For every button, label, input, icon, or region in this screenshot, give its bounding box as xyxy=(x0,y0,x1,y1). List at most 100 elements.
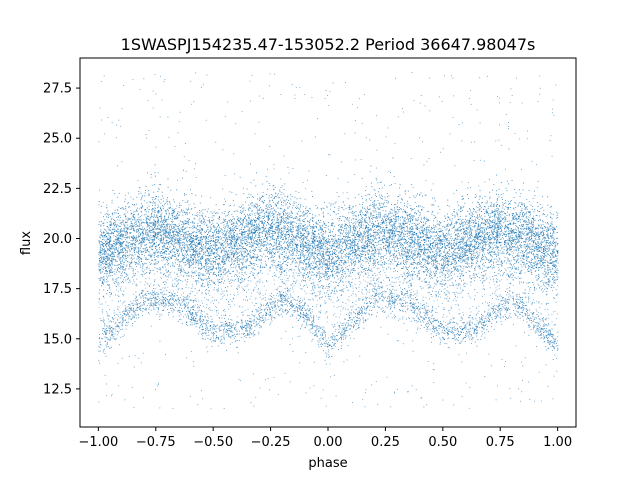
data-point xyxy=(505,213,507,214)
data-point xyxy=(511,180,513,181)
data-point xyxy=(102,244,103,246)
data-point xyxy=(154,228,156,230)
data-point xyxy=(133,214,134,216)
data-point xyxy=(412,219,413,221)
data-point xyxy=(233,238,235,240)
data-point xyxy=(329,256,330,258)
data-point xyxy=(313,267,315,269)
data-point xyxy=(450,233,452,235)
data-point xyxy=(552,227,554,229)
data-point xyxy=(277,222,279,223)
data-point xyxy=(513,257,515,258)
data-point xyxy=(163,223,165,225)
data-point xyxy=(396,206,398,208)
data-point xyxy=(523,262,525,264)
data-point xyxy=(378,229,380,231)
data-point xyxy=(484,253,486,255)
data-point xyxy=(538,245,539,246)
data-point xyxy=(209,251,211,253)
data-point xyxy=(272,238,274,240)
data-point xyxy=(337,268,338,270)
data-point xyxy=(516,229,517,231)
data-point xyxy=(422,227,424,229)
data-point xyxy=(332,203,334,205)
data-point xyxy=(438,243,440,245)
data-point xyxy=(299,218,301,220)
data-point xyxy=(380,194,382,196)
data-point xyxy=(426,227,428,229)
data-point xyxy=(288,222,290,223)
data-point xyxy=(269,204,271,206)
data-point xyxy=(301,235,302,237)
data-point xyxy=(498,226,499,228)
data-point xyxy=(148,205,150,207)
data-point xyxy=(529,282,531,283)
data-point xyxy=(335,290,337,292)
data-point xyxy=(248,196,250,198)
data-point xyxy=(166,228,168,229)
data-point xyxy=(196,238,198,240)
data-point xyxy=(164,251,166,252)
data-point xyxy=(454,259,456,261)
data-point xyxy=(149,255,151,257)
data-point xyxy=(397,226,399,227)
data-point xyxy=(141,196,143,198)
data-point xyxy=(226,241,228,243)
data-point xyxy=(253,288,255,290)
data-point xyxy=(205,215,207,217)
data-point xyxy=(377,248,378,250)
data-point xyxy=(109,238,111,240)
data-point xyxy=(218,268,219,270)
data-point xyxy=(325,224,327,226)
data-point xyxy=(166,237,168,239)
data-point xyxy=(523,182,524,184)
data-point xyxy=(169,238,170,240)
data-point xyxy=(503,208,505,210)
data-point xyxy=(426,259,428,261)
data-point xyxy=(157,218,159,220)
data-point xyxy=(377,225,379,227)
data-point xyxy=(127,261,129,263)
data-point xyxy=(236,243,237,245)
data-point xyxy=(380,181,382,183)
data-point xyxy=(214,256,216,258)
data-point xyxy=(180,268,181,270)
data-point xyxy=(289,236,290,238)
data-point xyxy=(337,257,339,259)
data-point xyxy=(212,222,214,224)
data-point xyxy=(400,234,401,236)
data-point xyxy=(371,247,373,249)
data-point xyxy=(195,238,197,240)
data-point xyxy=(471,240,473,242)
data-point xyxy=(391,238,393,240)
data-point xyxy=(424,258,426,260)
data-point xyxy=(475,248,476,250)
data-point xyxy=(456,243,458,245)
data-point xyxy=(212,260,214,262)
data-point xyxy=(419,269,421,271)
data-point xyxy=(511,220,513,222)
data-point xyxy=(303,248,304,250)
data-point xyxy=(345,262,347,264)
data-point xyxy=(161,242,163,244)
data-point xyxy=(472,253,474,255)
data-point xyxy=(406,258,407,260)
data-point xyxy=(375,289,377,291)
data-point xyxy=(318,240,320,241)
data-point xyxy=(325,271,327,273)
data-point xyxy=(489,196,491,198)
data-point xyxy=(424,241,426,243)
data-point xyxy=(474,241,476,242)
data-point xyxy=(446,228,448,230)
data-point xyxy=(468,213,470,214)
data-point xyxy=(548,230,550,231)
data-point xyxy=(276,202,278,204)
data-point xyxy=(138,208,140,210)
data-point xyxy=(371,244,373,245)
data-point xyxy=(424,259,426,261)
data-point xyxy=(427,271,429,273)
data-point xyxy=(170,256,172,258)
data-point xyxy=(358,239,360,241)
data-point xyxy=(418,217,419,218)
data-point xyxy=(416,292,418,294)
